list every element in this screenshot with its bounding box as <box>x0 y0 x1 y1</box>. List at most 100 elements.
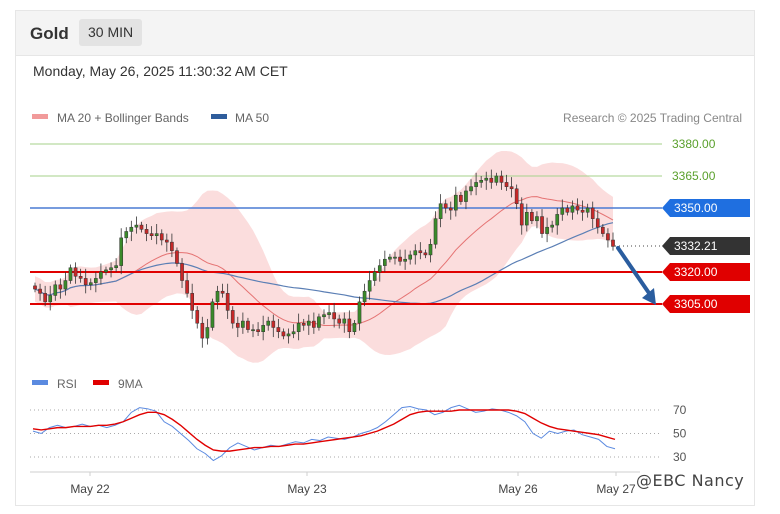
candle <box>560 199 565 221</box>
candle-body <box>88 282 93 286</box>
candle <box>276 318 281 339</box>
candle <box>403 249 407 270</box>
candle <box>499 170 504 190</box>
candle <box>606 228 610 248</box>
candle-body <box>154 233 159 236</box>
candle-body <box>565 207 570 213</box>
candle <box>393 251 397 265</box>
candle-body <box>337 318 342 324</box>
candle-body <box>459 194 463 202</box>
candle <box>530 209 534 224</box>
candle <box>357 296 362 331</box>
candle <box>83 268 88 294</box>
candle-body <box>367 280 372 292</box>
candle <box>469 179 473 196</box>
candle <box>165 233 169 252</box>
candle <box>377 259 382 282</box>
candle <box>261 315 265 341</box>
support-label-bg-3320.00 <box>662 263 750 281</box>
candle <box>134 216 139 234</box>
candle <box>114 258 118 272</box>
candle <box>479 176 483 188</box>
candle-body <box>175 250 179 264</box>
candle <box>119 228 124 275</box>
candle <box>129 220 134 242</box>
candle <box>291 324 296 339</box>
candle <box>509 177 514 198</box>
support-label-3320.00: 3320.00 <box>674 265 718 279</box>
candle-body <box>372 271 377 281</box>
rsi-legend-label: RSI <box>57 377 77 391</box>
time-axis-labels: May 22 May 23 May 26 May 27 <box>70 472 636 496</box>
candle-body <box>256 329 260 332</box>
candle <box>230 306 235 329</box>
price-levels <box>30 143 662 305</box>
candle-body <box>33 285 37 290</box>
candle-body <box>428 244 433 256</box>
candle-body <box>83 278 88 286</box>
candle <box>48 285 53 311</box>
candle <box>545 217 549 243</box>
rsi-tick-30: 30 <box>673 450 687 464</box>
candle-body <box>58 284 63 290</box>
candle-body <box>230 310 235 324</box>
level-labels: 3380.00 3365.00 3350.00 3332.21 3320.00 3305.… <box>662 137 750 313</box>
candle-body <box>362 290 367 303</box>
bollinger-band-area <box>35 150 613 363</box>
candle-body <box>185 280 189 294</box>
candle <box>575 198 580 215</box>
ma50-line <box>34 222 614 305</box>
candles <box>33 169 615 348</box>
candle-body <box>413 250 418 256</box>
candle <box>514 184 519 210</box>
ma20-legend-swatch <box>32 114 48 119</box>
candle <box>210 298 215 331</box>
candle-body <box>474 182 478 187</box>
candle <box>200 316 205 348</box>
candle <box>185 273 189 298</box>
bollinger-band <box>35 150 613 363</box>
candle <box>99 263 103 285</box>
instrument-title: Gold <box>30 24 69 43</box>
candle <box>281 328 286 340</box>
candle <box>94 272 98 293</box>
candle-body <box>489 177 494 183</box>
candle <box>175 247 179 267</box>
forecast-arrow-shaft <box>616 245 653 298</box>
candle-body <box>225 293 230 311</box>
candle-body <box>585 207 590 213</box>
candle-body <box>291 331 296 335</box>
candle <box>63 272 68 296</box>
candle-body <box>550 224 554 228</box>
candle <box>474 172 478 196</box>
candle <box>362 283 367 307</box>
candle-body <box>454 194 458 211</box>
candle-body <box>332 312 336 320</box>
candle <box>88 278 93 291</box>
support-label-bg-3305.00 <box>662 295 750 313</box>
candle-body <box>215 290 220 303</box>
candle-body <box>540 216 544 234</box>
candle-body <box>398 256 402 262</box>
candle <box>43 285 47 307</box>
candle <box>464 185 468 210</box>
candle-body <box>43 293 47 303</box>
candle-body <box>251 329 255 332</box>
candle-body <box>530 212 534 222</box>
candle <box>246 317 250 333</box>
candle-body <box>438 203 443 219</box>
candle-body <box>317 316 321 328</box>
candle <box>595 210 600 234</box>
candle-body <box>357 301 362 324</box>
candle <box>347 310 352 339</box>
candle <box>383 250 387 272</box>
candle <box>235 316 240 338</box>
candle <box>104 266 108 276</box>
candle <box>448 201 453 220</box>
candle-body <box>271 320 276 328</box>
candle-body <box>570 205 575 213</box>
candle <box>170 233 174 258</box>
timeframe-badge[interactable]: 30 MIN <box>79 19 143 46</box>
candle <box>555 208 560 235</box>
candle <box>601 224 605 237</box>
